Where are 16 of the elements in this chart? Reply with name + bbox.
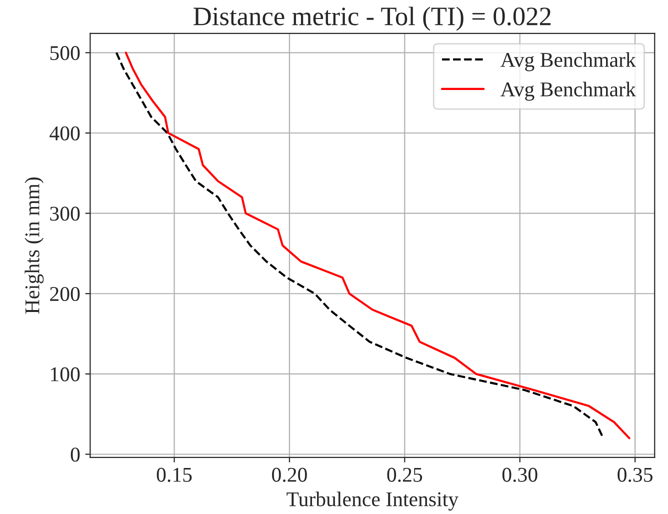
y-tick-label: 400 <box>50 126 80 140</box>
x-tick-label: 0.25 <box>387 468 422 482</box>
y-tick-label: 0 <box>70 448 80 462</box>
y-tick-label: 100 <box>51 367 80 382</box>
x-axis-title: Turbulence Intensity <box>286 492 458 511</box>
y-tick-label: 300 <box>50 206 80 221</box>
legend-label: Avg Benchmark <box>500 82 636 101</box>
x-tick-label: 0.30 <box>502 468 538 482</box>
legend-label: Avg Benchmark <box>500 52 636 72</box>
x-tick-label: 0.15 <box>156 468 192 482</box>
chart-title: Distance metric - Tol (TI) = 0.022 <box>194 6 551 31</box>
x-tick-label: 0.35 <box>618 468 652 482</box>
x-tick-label: 0.20 <box>272 468 307 482</box>
y-tick-label: 200 <box>50 286 80 302</box>
y-axis-title: Heights (in mm) <box>24 177 44 314</box>
y-tick-label: 500 <box>50 46 80 60</box>
